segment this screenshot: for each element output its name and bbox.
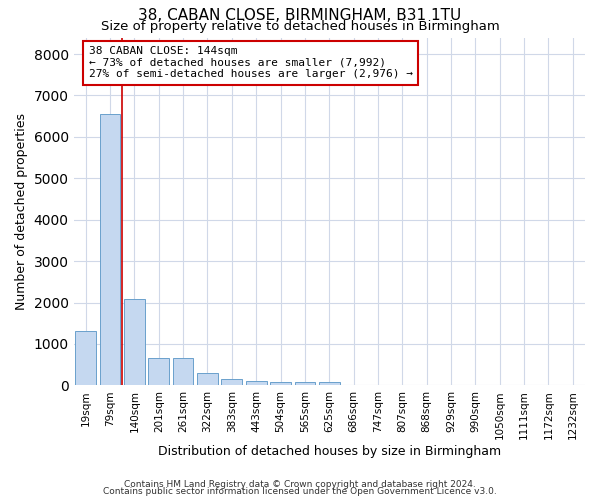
- Bar: [76, 331, 96, 386]
- Bar: [124, 299, 145, 386]
- Bar: [221, 379, 242, 386]
- Bar: [148, 358, 169, 386]
- Text: 38 CABAN CLOSE: 144sqm
← 73% of detached houses are smaller (7,992)
27% of semi-: 38 CABAN CLOSE: 144sqm ← 73% of detached…: [89, 46, 413, 80]
- Bar: [319, 382, 340, 386]
- Text: Contains public sector information licensed under the Open Government Licence v3: Contains public sector information licen…: [103, 488, 497, 496]
- Bar: [100, 114, 121, 386]
- Text: 38, CABAN CLOSE, BIRMINGHAM, B31 1TU: 38, CABAN CLOSE, BIRMINGHAM, B31 1TU: [139, 8, 461, 22]
- Bar: [197, 374, 218, 386]
- Bar: [270, 382, 291, 386]
- Bar: [246, 381, 266, 386]
- Y-axis label: Number of detached properties: Number of detached properties: [15, 113, 28, 310]
- Text: Size of property relative to detached houses in Birmingham: Size of property relative to detached ho…: [101, 20, 499, 33]
- Bar: [295, 382, 315, 386]
- Bar: [173, 358, 193, 386]
- Text: Contains HM Land Registry data © Crown copyright and database right 2024.: Contains HM Land Registry data © Crown c…: [124, 480, 476, 489]
- X-axis label: Distribution of detached houses by size in Birmingham: Distribution of detached houses by size …: [158, 444, 501, 458]
